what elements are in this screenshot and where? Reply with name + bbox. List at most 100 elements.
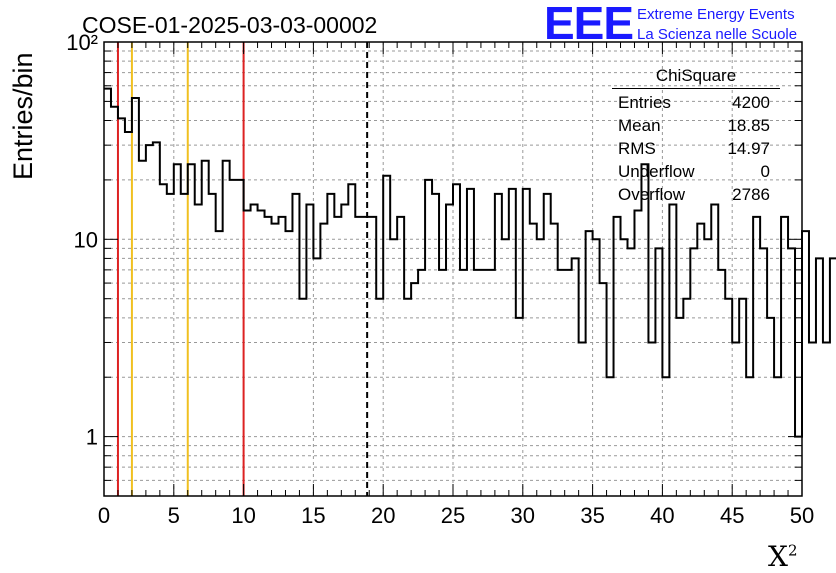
x-tick-label: 5	[168, 503, 180, 528]
x-tick-label: 30	[511, 503, 535, 528]
histogram-bin	[774, 377, 781, 496]
histogram-bin	[648, 342, 655, 496]
histogram-bin	[788, 248, 795, 496]
histogram-bin	[607, 377, 614, 496]
histogram-bin	[216, 231, 223, 496]
histogram-bin	[341, 205, 348, 496]
histogram-bin	[467, 189, 474, 496]
histogram-bin	[725, 299, 732, 496]
histogram-bin	[537, 239, 544, 496]
histogram-bin	[362, 217, 369, 496]
histogram-bin	[488, 270, 495, 496]
histogram-bin	[348, 184, 355, 496]
y-tick-label: 10²	[66, 30, 98, 55]
histogram-bin	[746, 377, 753, 496]
histogram-bin	[320, 224, 327, 496]
stats-row-overflow: Overflow 2786	[618, 185, 770, 204]
histogram-bin	[460, 270, 467, 496]
histogram-bin	[628, 248, 635, 496]
y-tick-label: 1	[86, 425, 98, 450]
eee-logo: EEE	[544, 0, 634, 49]
histogram-bin	[655, 248, 662, 496]
histogram-bin	[209, 194, 216, 496]
histogram-bin	[118, 118, 125, 496]
stats-box-title: ChiSquare	[612, 66, 780, 89]
histogram-bin	[306, 205, 313, 496]
histogram-bin	[816, 258, 823, 496]
x-tick-label: 40	[650, 503, 674, 528]
histogram-bin	[174, 164, 181, 496]
histogram-bin	[600, 283, 607, 496]
x-tick-label: 35	[580, 503, 604, 528]
histogram-bin	[202, 161, 209, 496]
histogram-bin	[495, 194, 502, 496]
histogram-bin	[237, 180, 244, 496]
histogram-bin	[425, 180, 432, 496]
histogram-bin	[781, 217, 788, 496]
histogram-bin	[167, 194, 174, 496]
x-tick-label: 20	[371, 503, 395, 528]
histogram-bin	[223, 161, 230, 496]
histogram-bin	[160, 184, 167, 496]
histogram-bin	[195, 205, 202, 496]
histogram-bin	[739, 299, 746, 496]
histogram-bin	[690, 248, 697, 496]
x-axis-label: X2	[768, 540, 798, 573]
histogram-bin	[641, 164, 648, 496]
y-tick-label: 10	[74, 227, 98, 252]
histogram-bin	[809, 342, 816, 496]
x-tick-label: 25	[441, 503, 465, 528]
histogram-bin	[621, 239, 628, 496]
histogram-bin	[760, 248, 767, 496]
stats-row-mean: Mean 18.85	[618, 116, 770, 135]
histogram-bin	[244, 210, 251, 496]
stats-row-underflow: Underflow 0	[618, 162, 770, 181]
histogram-bin	[404, 299, 411, 496]
histogram-bin	[418, 270, 425, 496]
y-axis-label: Entries/bin	[8, 52, 38, 180]
histogram-bin	[125, 132, 132, 496]
histogram-bin	[481, 270, 488, 496]
histogram-bin	[544, 194, 551, 496]
histogram-bin	[146, 145, 153, 496]
histogram-bin	[390, 239, 397, 496]
logo-line-2: La Scienza nelle Scuole	[637, 26, 798, 43]
histogram-bin	[711, 205, 718, 496]
histogram-bin	[439, 270, 446, 496]
histogram-bin	[579, 342, 586, 496]
histogram-bin	[369, 217, 376, 496]
plot-title: COSE-01-2025-03-03-00002	[82, 12, 378, 38]
histogram-line	[104, 87, 836, 438]
stats-row-rms: RMS 14.97	[618, 139, 770, 158]
histogram-bin	[251, 205, 258, 496]
histogram-bin	[830, 258, 836, 496]
histogram-bin	[446, 205, 453, 496]
histogram-bin	[509, 189, 516, 496]
histogram-bin	[104, 89, 111, 496]
histogram-bin	[523, 189, 530, 496]
histogram-bin	[551, 224, 558, 496]
histogram-bin	[683, 299, 690, 496]
logo-line-1: Extreme Energy Events	[637, 6, 795, 23]
histogram-bin	[676, 318, 683, 496]
stats-row-entries: Entries 4200	[618, 93, 770, 112]
histogram-bin	[704, 239, 711, 496]
histogram-bin	[313, 258, 320, 496]
histogram-bin	[593, 239, 600, 496]
histogram-bin	[383, 176, 390, 496]
histogram-bin	[453, 184, 460, 496]
histogram-bin	[181, 194, 188, 496]
histogram-bin	[558, 270, 565, 496]
histogram-bin	[614, 217, 621, 496]
histogram-bin	[139, 161, 146, 496]
histogram-bin	[230, 180, 237, 496]
histogram-bin	[292, 194, 299, 496]
histogram-bin	[111, 107, 118, 496]
histogram-bin	[272, 224, 279, 496]
x-tick-label: 0	[98, 503, 110, 528]
histogram-bin	[188, 164, 195, 496]
histogram-bin	[132, 98, 139, 496]
histogram-bin	[279, 217, 286, 496]
histogram-bin	[572, 258, 579, 496]
histogram-bin	[474, 270, 481, 496]
